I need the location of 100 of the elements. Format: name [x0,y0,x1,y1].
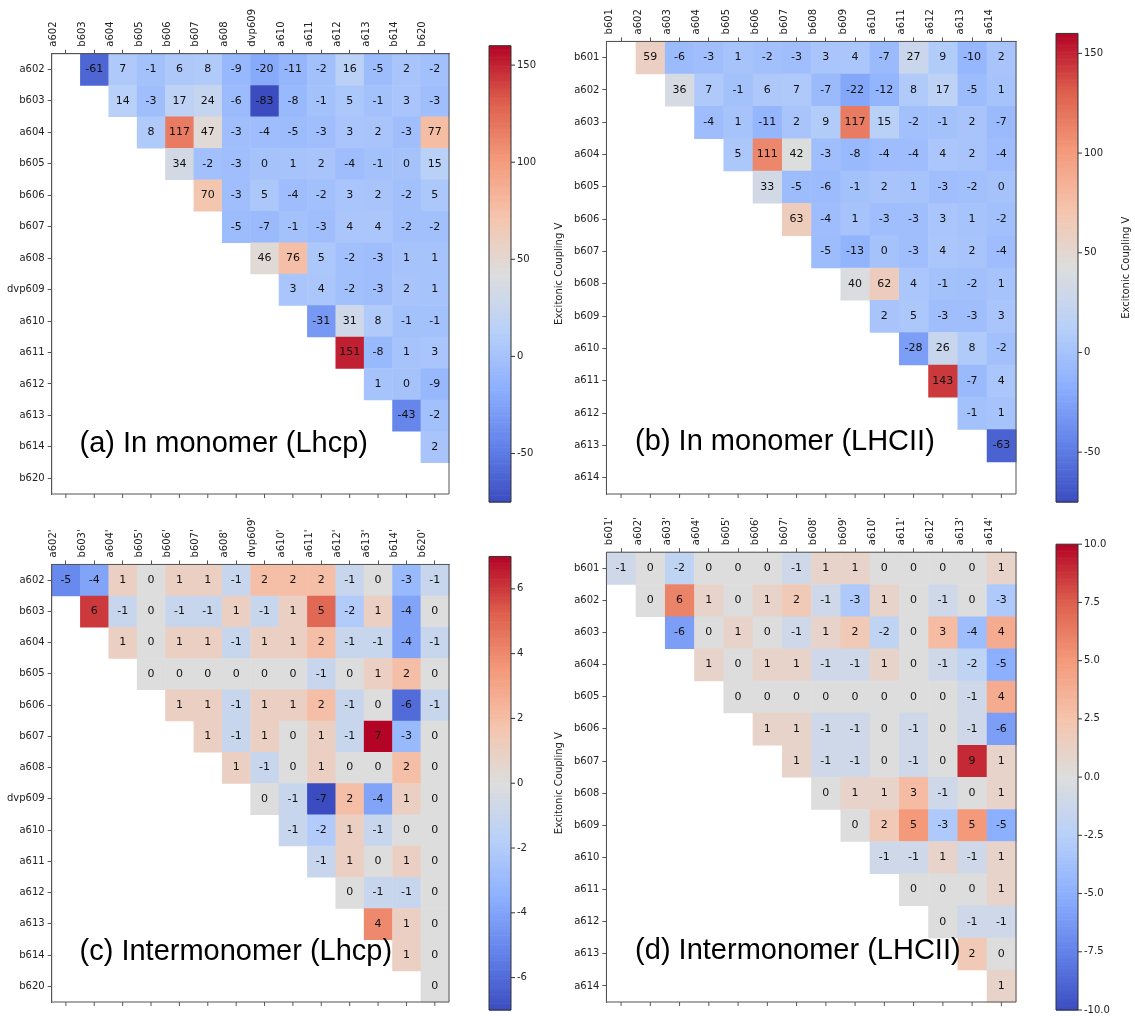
data-label: 1 [374,376,382,390]
data-label: -6 [674,625,686,639]
x-tick-label: a613 [953,9,965,35]
data-label: 1 [402,947,410,961]
data-label: -1 [287,791,299,805]
data-label: -2 [344,604,356,618]
data-label: 1 [317,729,325,743]
data-label: -4 [995,244,1007,258]
data-label: 0 [968,561,976,575]
data-label: -1 [820,721,832,735]
x-tick-label: b607' [189,529,201,558]
data-label: -5 [372,62,384,76]
x-tick-label: b614' [388,529,400,558]
data-label: 0 [346,885,354,899]
data-label: 0 [289,729,297,743]
x-tick-label: b606 [748,9,760,35]
data-label: 1 [851,212,859,226]
data-label: -11 [283,62,302,76]
data-label: 1 [734,50,742,64]
data-label: 2 [317,156,325,170]
color-bar-label: 0 [517,776,524,788]
data-label: 1 [822,625,830,639]
x-tick-label: b603' [75,529,87,558]
data-label: 2 [402,760,410,774]
data-label: 0 [431,729,439,743]
data-label: -2 [344,282,356,296]
data-label: 1 [374,666,382,680]
text: (b) In monomer (LHCII) [635,424,935,457]
y-tick-label: a612 [19,886,45,898]
data-label: 1 [997,882,1005,896]
x-tick-label: a604 [690,9,702,35]
y-tick-label: b605 [574,690,600,702]
data-label: 7 [374,729,382,743]
data-label: 6 [90,604,98,618]
data-label: 0 [374,697,382,711]
data-label: 1 [880,657,888,671]
data-label: 1 [997,786,1005,800]
data-label: 46 [257,250,272,264]
data-label: 0 [232,666,240,680]
data-label: 77 [427,125,442,139]
data-label: -22 [846,82,865,96]
data-label: 1 [997,276,1005,290]
data-label: 1 [204,635,212,649]
data-label: 1 [822,561,830,575]
y-tick-label: a611 [19,346,45,358]
x-tick-label: a610 [274,21,286,47]
y-tick-label: a612 [19,377,45,389]
data-label: 5 [317,250,325,264]
data-label: -7 [259,219,271,233]
x-tick-label: dvp609' [246,517,258,558]
data-label: -5 [791,179,803,193]
color-bar-label: -10.0 [1084,1003,1110,1015]
data-label: -1 [117,604,129,618]
data-label: -3 [315,219,327,233]
y-tick-label: a613 [574,439,600,451]
y-tick-label: a604 [19,125,45,137]
data-label: 70 [200,188,215,202]
data-label: -1 [791,625,803,639]
data-label: 2 [402,62,410,76]
data-label: -3 [400,729,412,743]
data-label: 0 [705,561,713,575]
data-label: -3 [937,818,949,832]
data-label: -1 [849,721,861,735]
color-bar-label: 0 [1084,346,1091,358]
color-bar-label: 7.5 [1084,596,1100,607]
data-label: -2 [966,657,978,671]
y-tick-label: b620 [19,471,45,483]
data-label: -2 [400,219,412,233]
y-tick-label: a612 [574,915,600,927]
data-label: -3 [791,50,803,64]
data-label: -1 [287,822,299,836]
data-label: 40 [848,276,863,290]
x-tick-label: a614' [982,517,994,546]
data-label: -1 [429,635,441,649]
data-label: 2 [793,115,801,129]
data-label: 0 [939,721,947,735]
x-tick-label: a611 [302,21,314,47]
x-tick-label: a613 [359,21,371,47]
y-tick-label: b608 [574,277,600,289]
data-label: 4 [939,147,947,161]
data-label: 0 [374,572,382,586]
data-label: 1 [346,854,354,868]
data-label: 1 [402,916,410,930]
data-label: 6 [676,593,684,607]
data-label: 2 [968,115,976,129]
data-label: 0 [968,593,976,607]
text: (a) In monomer (Lhcp) [79,425,369,458]
data-label: 2 [880,309,888,323]
data-label: -3 [703,50,715,64]
data-label: -2 [344,250,356,264]
x-tick-label: a604' [690,517,702,546]
x-tick-label: a602' [47,529,59,558]
y-tick-label: b607 [574,754,600,766]
data-label: 4 [346,219,354,233]
y-tick-label: b606 [19,188,45,200]
data-label: 1 [374,604,382,618]
data-label: -2 [315,822,327,836]
data-label: 2 [880,179,888,193]
data-label: -1 [145,62,157,76]
data-label: 0 [261,791,269,805]
